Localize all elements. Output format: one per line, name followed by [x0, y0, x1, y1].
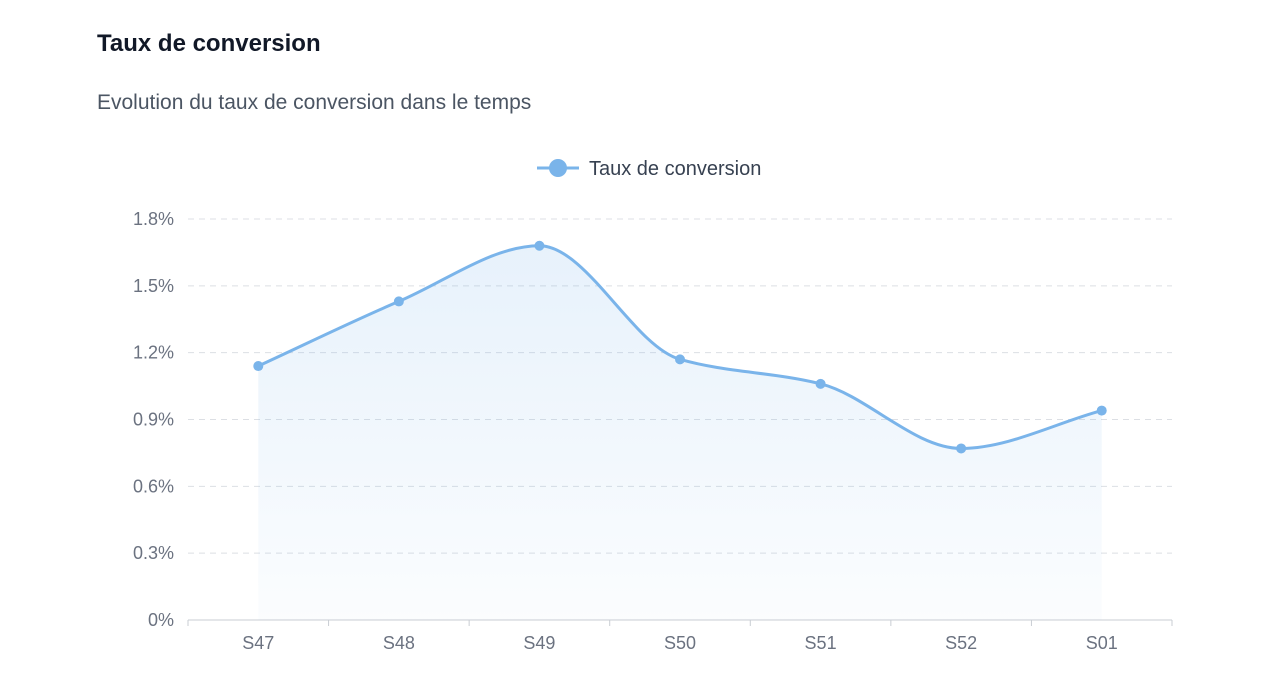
data-point[interactable] [956, 443, 967, 454]
y-tick-label: 0% [148, 610, 174, 630]
x-tick-label: S47 [242, 633, 274, 653]
y-tick-label: 0.3% [133, 543, 174, 563]
data-point[interactable] [815, 378, 826, 389]
data-point[interactable] [1096, 405, 1107, 416]
x-tick-label: S49 [523, 633, 555, 653]
y-tick-label: 0.6% [133, 476, 174, 496]
y-axis: 0% 0.3% 0.6% 0.9% 1.2% 1.5% 1.8% [133, 209, 174, 630]
x-axis: S47 S48 S49 S50 S51 S52 S01 [187, 619, 1173, 653]
data-point[interactable] [393, 296, 404, 307]
card-subtitle: Evolution du taux de conversion dans le … [97, 91, 532, 114]
data-point[interactable] [534, 240, 545, 251]
chart-legend[interactable]: Taux de conversion [537, 158, 761, 180]
y-tick-label: 1.2% [133, 343, 174, 363]
series-area [258, 245, 1102, 620]
legend-series-marker [549, 159, 567, 177]
x-tick-label: S50 [664, 633, 696, 653]
y-tick-label: 1.8% [133, 209, 174, 229]
x-tick-label: S52 [945, 633, 977, 653]
series-points [253, 240, 1107, 454]
data-point[interactable] [675, 354, 685, 365]
legend-series-label: Taux de conversion [589, 158, 761, 180]
data-point[interactable] [253, 361, 264, 372]
y-tick-label: 1.5% [133, 276, 174, 296]
x-tick-label: S01 [1086, 633, 1118, 653]
x-tick-label: S51 [805, 633, 837, 653]
card-title: Taux de conversion [97, 30, 321, 57]
x-tick-label: S48 [383, 633, 415, 653]
y-tick-label: 0.9% [133, 410, 174, 430]
